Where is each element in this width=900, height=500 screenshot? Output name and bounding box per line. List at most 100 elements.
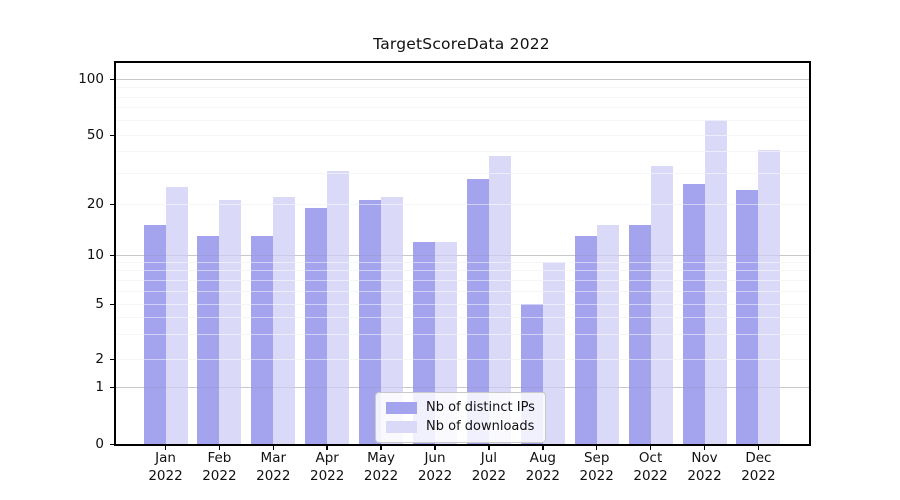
- legend-entry: Nb of distinct IPs: [386, 398, 535, 417]
- x-tick-mark: [380, 445, 382, 450]
- y-tick-mark: [110, 203, 114, 205]
- x-tick-year: 2022: [687, 467, 722, 484]
- x-tick-year: 2022: [417, 467, 453, 484]
- x-tick-month: Dec: [745, 450, 772, 466]
- x-tick-mark: [542, 445, 544, 450]
- legend-label: Nb of downloads: [426, 419, 535, 434]
- x-tick-mark: [757, 445, 760, 450]
- y-tick-label: 20: [86, 196, 104, 212]
- x-tick-month: Nov: [691, 450, 718, 466]
- plot-area: [114, 61, 809, 444]
- bar-downloads-feb: [219, 200, 242, 444]
- minor-gridline-overlay: [114, 334, 809, 336]
- bar-downloads-apr: [327, 170, 350, 444]
- x-tick-mark: [488, 445, 490, 450]
- x-tick-mark: [703, 445, 706, 450]
- minor-gridline-overlay: [114, 279, 809, 281]
- bar-distinct-ips-feb: [197, 235, 220, 444]
- y-tick-label: 0: [95, 436, 104, 452]
- legend-label: Nb of distinct IPs: [426, 400, 535, 415]
- x-tick-mark: [595, 445, 598, 450]
- minor-gridline-overlay: [114, 172, 809, 174]
- x-tick-year: 2022: [741, 467, 776, 484]
- x-tick-label-oct: Oct 2022: [619, 450, 683, 485]
- minor-gridline-overlay: [114, 87, 809, 88]
- x-tick-month: Jan: [155, 450, 176, 466]
- x-tick-mark: [649, 445, 652, 450]
- x-tick-year: 2022: [148, 467, 183, 484]
- bar-downloads-nov: [704, 120, 727, 444]
- bar-distinct-ips-nov: [682, 184, 705, 444]
- legend-swatch: [386, 401, 417, 414]
- minor-gridline-overlay: [114, 358, 809, 360]
- x-tick-mark: [434, 445, 436, 450]
- legend: Nb of distinct IPs Nb of downloads: [375, 392, 546, 443]
- y-tick-label: 5: [95, 296, 104, 312]
- x-tick-year: 2022: [310, 467, 345, 484]
- x-tick-label-aug: Aug 2022: [511, 450, 575, 485]
- bar-downloads-may: [381, 196, 404, 444]
- y-tick-mark: [110, 358, 114, 360]
- bar-downloads-aug: [542, 262, 565, 444]
- major-gridline-overlay: [114, 254, 809, 256]
- x-tick-mark: [164, 445, 167, 450]
- x-tick-label-jan: Jan 2022: [134, 450, 198, 485]
- y-tick-label: 2: [95, 351, 104, 367]
- minor-gridline-overlay: [114, 270, 809, 272]
- bar-downloads-jul: [488, 155, 511, 444]
- y-tick-label: 10: [86, 247, 104, 263]
- y-tick-mark: [110, 303, 114, 305]
- y-tick-mark: [110, 254, 114, 256]
- x-tick-label-sep: Sep 2022: [565, 450, 629, 485]
- x-tick-label-mar: Mar 2022: [241, 450, 305, 485]
- bar-downloads-jan: [165, 187, 188, 444]
- minor-gridline-overlay: [114, 107, 809, 109]
- minor-gridline-overlay: [114, 134, 809, 136]
- y-tick-mark: [110, 78, 114, 80]
- x-tick-label-jun: Jun 2022: [403, 450, 467, 485]
- bar-distinct-ips-jul: [466, 178, 489, 444]
- y-tick-mark: [110, 386, 114, 388]
- chart-title: TargetScoreData 2022: [373, 35, 550, 53]
- y-tick-label: 100: [78, 71, 104, 87]
- x-tick-month: Jun: [424, 450, 446, 466]
- x-tick-year: 2022: [363, 467, 399, 484]
- x-tick-month: Feb: [207, 450, 232, 466]
- x-tick-label-nov: Nov 2022: [673, 450, 737, 485]
- x-tick-label-may: May 2022: [349, 450, 413, 485]
- x-tick-month: Sep: [583, 450, 610, 466]
- y-tick-mark: [110, 134, 114, 136]
- x-tick-year: 2022: [525, 467, 560, 484]
- bar-downloads-oct: [650, 166, 673, 444]
- x-tick-label-dec: Dec 2022: [726, 450, 790, 485]
- right-spine: [809, 61, 811, 446]
- major-gridline-overlay: [114, 78, 809, 80]
- x-tick-label-feb: Feb 2022: [187, 450, 251, 485]
- minor-gridline-overlay: [114, 151, 809, 153]
- x-tick-label-apr: Apr 2022: [295, 450, 359, 485]
- minor-gridline-overlay: [114, 96, 809, 98]
- x-tick-month: May: [367, 450, 396, 466]
- x-tick-mark: [272, 445, 275, 450]
- bar-distinct-ips-may: [359, 200, 382, 444]
- top-spine: [114, 61, 811, 63]
- bar-distinct-ips-sep: [574, 235, 597, 444]
- legend-swatch: [386, 420, 417, 433]
- bar-distinct-ips-mar: [251, 235, 274, 444]
- minor-gridline-overlay: [114, 316, 809, 318]
- minor-gridline-overlay: [114, 203, 809, 205]
- left-spine: [114, 61, 116, 446]
- bottom-spine: [114, 444, 811, 446]
- x-tick-year: 2022: [202, 467, 237, 484]
- x-tick-year: 2022: [471, 467, 507, 484]
- bar-downloads-dec: [758, 149, 781, 444]
- x-tick-month: Mar: [260, 450, 287, 466]
- x-tick-year: 2022: [256, 467, 291, 484]
- y-tick-label: 1: [95, 379, 104, 395]
- x-tick-month: Jul: [480, 450, 498, 466]
- x-tick-label-jul: Jul 2022: [457, 450, 521, 485]
- major-gridline: [114, 386, 809, 388]
- y-tick-label: 50: [86, 127, 104, 143]
- minor-gridline-overlay: [114, 261, 809, 263]
- bar-downloads-mar: [273, 196, 296, 444]
